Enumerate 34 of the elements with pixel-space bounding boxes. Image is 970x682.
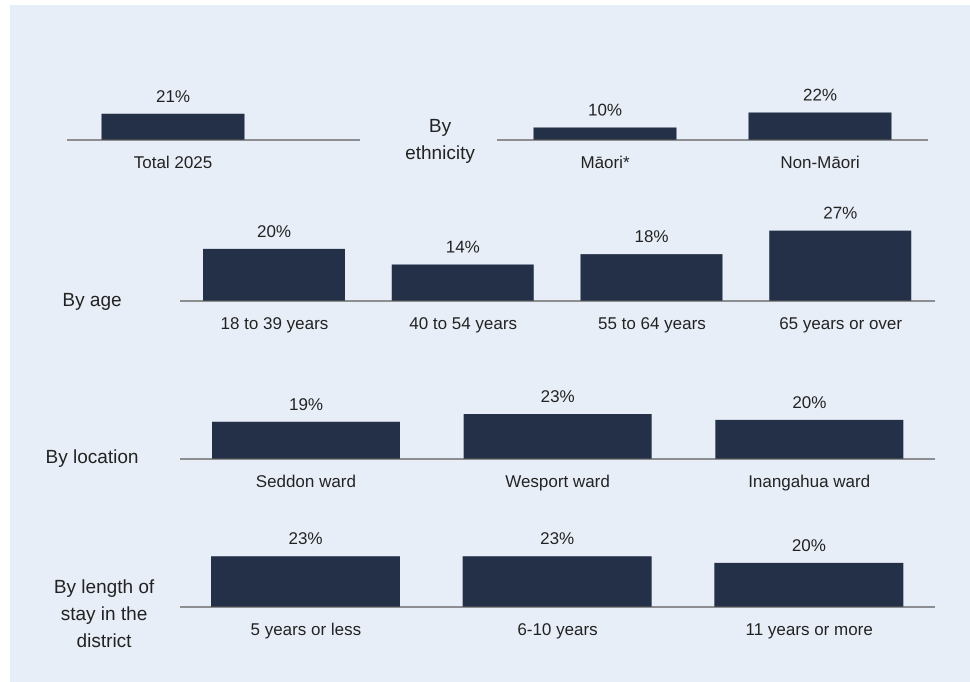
data-label: 10% [588, 100, 622, 120]
x-tick-label: Inangahua ward [748, 472, 870, 492]
bar [392, 264, 534, 301]
x-tick-label: 65 years or over [779, 314, 902, 334]
x-tick-label: 11 years or more [746, 620, 873, 640]
data-label: 22% [802, 86, 838, 104]
x-tick-label: 55 to 64 years [598, 314, 706, 334]
x-tick-label: Non-Māori [780, 153, 860, 172]
text: By age [61, 288, 123, 312]
x-tick-label: Māori* [580, 153, 630, 172]
annotation: By ethnicity [404, 115, 476, 166]
data-label: 23% [540, 386, 575, 406]
data-label: 20% [792, 392, 826, 412]
data-label: 20% [792, 536, 826, 555]
bar [580, 254, 722, 301]
x-tick-label: 5 years or less [250, 620, 362, 640]
data-label: 21% [156, 86, 190, 106]
bar [203, 248, 345, 301]
x-tick-label: Total 2025 [134, 153, 212, 172]
data-label: 20% [256, 222, 292, 241]
data-label: 14% [446, 238, 480, 256]
x-tick-label: 40 to 54 years [409, 314, 517, 334]
text: By length of stay in the district [52, 576, 156, 654]
data-label: 18% [634, 227, 669, 246]
x-tick-label: 18 to 39 years [220, 314, 328, 334]
data-label: 23% [540, 529, 574, 548]
data-label: 27% [823, 204, 858, 223]
bar [769, 230, 912, 301]
data-label: 19% [288, 394, 324, 414]
data-label: 23% [288, 529, 323, 548]
x-tick-label: Wesport ward [505, 472, 610, 492]
text: By location [44, 446, 140, 470]
x-tick-label: Seddon ward [256, 472, 356, 492]
x-tick-label: 6-10 years [517, 620, 598, 640]
